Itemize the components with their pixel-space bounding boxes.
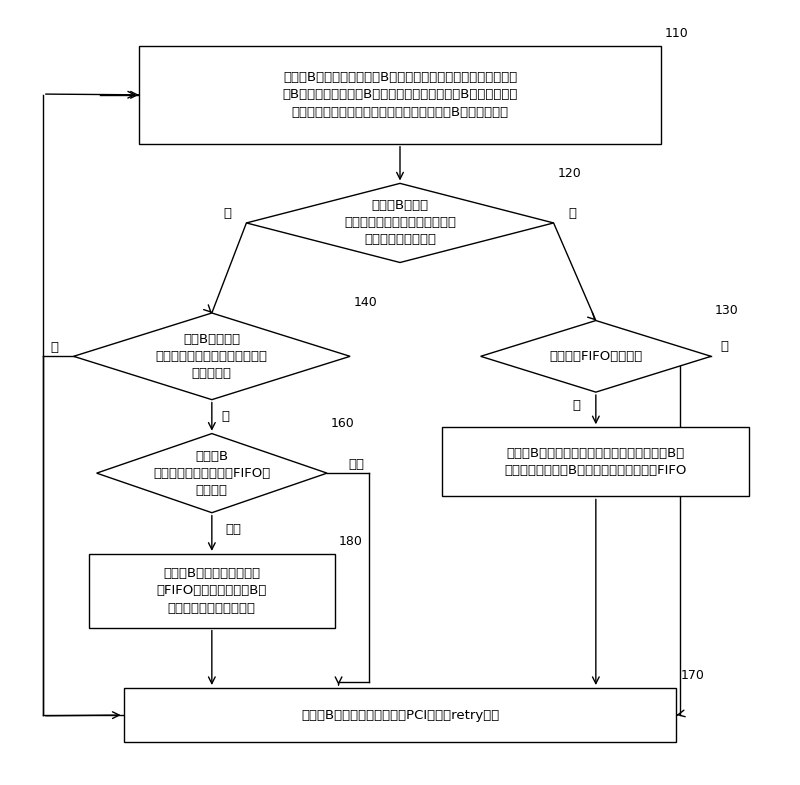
Text: 160: 160 xyxy=(331,417,354,430)
Text: 有效: 有效 xyxy=(226,523,242,536)
FancyBboxPatch shape xyxy=(89,553,334,628)
Text: 否: 否 xyxy=(569,207,577,221)
Polygon shape xyxy=(97,433,327,513)
Text: 是: 是 xyxy=(222,410,230,423)
Text: 无效: 无效 xyxy=(348,458,364,470)
Text: 桥设备B类总线侧的接口执行PCI协议的retry操作: 桥设备B类总线侧的接口执行PCI协议的retry操作 xyxy=(301,709,499,721)
Text: 是: 是 xyxy=(223,207,231,221)
Text: 170: 170 xyxy=(680,669,704,682)
Text: 130: 130 xyxy=(715,304,738,317)
FancyBboxPatch shape xyxy=(139,46,661,144)
Text: 110: 110 xyxy=(665,27,689,40)
Text: 140: 140 xyxy=(354,296,378,309)
Text: 判断请求FIFO是否已满: 判断请求FIFO是否已满 xyxy=(550,350,642,363)
Text: 是: 是 xyxy=(721,340,729,353)
Text: 180: 180 xyxy=(338,535,362,548)
Text: 桥设备B
类总线侧的接口等待读FIFO的
非空信号: 桥设备B 类总线侧的接口等待读FIFO的 非空信号 xyxy=(154,450,270,497)
Text: 桥设备B类总线侧的接口在读记录中记录当前B类
总线读请求并将该B类总线读请求送入请求FIFO: 桥设备B类总线侧的接口在读记录中记录当前B类 总线读请求并将该B类总线读请求送入… xyxy=(505,447,687,477)
FancyBboxPatch shape xyxy=(123,688,677,742)
Polygon shape xyxy=(481,320,711,392)
Text: 桥设备B类总线侧接口等待B类总线上的设备提交读请求，在接收
到B类总线上的设备的B类总线读请求时，桥设备B类总线侧的接
口在其接口内部的读记录中，记录已经提交的: 桥设备B类总线侧接口等待B类总线上的设备提交读请求，在接收 到B类总线上的设备的… xyxy=(282,71,518,119)
Text: 桥设备B类总线
侧的接口检查读记录，判断读记
录的标识位是否有效: 桥设备B类总线 侧的接口检查读记录，判断读记 录的标识位是否有效 xyxy=(344,199,456,246)
Text: 桥设备B类总线侧的接口从
读FIFO中读取数据并在B类
总线上为设备返回读数据: 桥设备B类总线侧的接口从 读FIFO中读取数据并在B类 总线上为设备返回读数据 xyxy=(157,567,267,615)
Text: 判断B类总线读
请求的地址和读记录中记录的地
址是否相符: 判断B类总线读 请求的地址和读记录中记录的地 址是否相符 xyxy=(156,333,268,380)
Text: 否: 否 xyxy=(50,341,58,354)
Polygon shape xyxy=(246,184,554,262)
Polygon shape xyxy=(74,313,350,400)
Text: 否: 否 xyxy=(573,400,581,412)
Text: 120: 120 xyxy=(558,166,581,180)
FancyBboxPatch shape xyxy=(442,427,750,496)
